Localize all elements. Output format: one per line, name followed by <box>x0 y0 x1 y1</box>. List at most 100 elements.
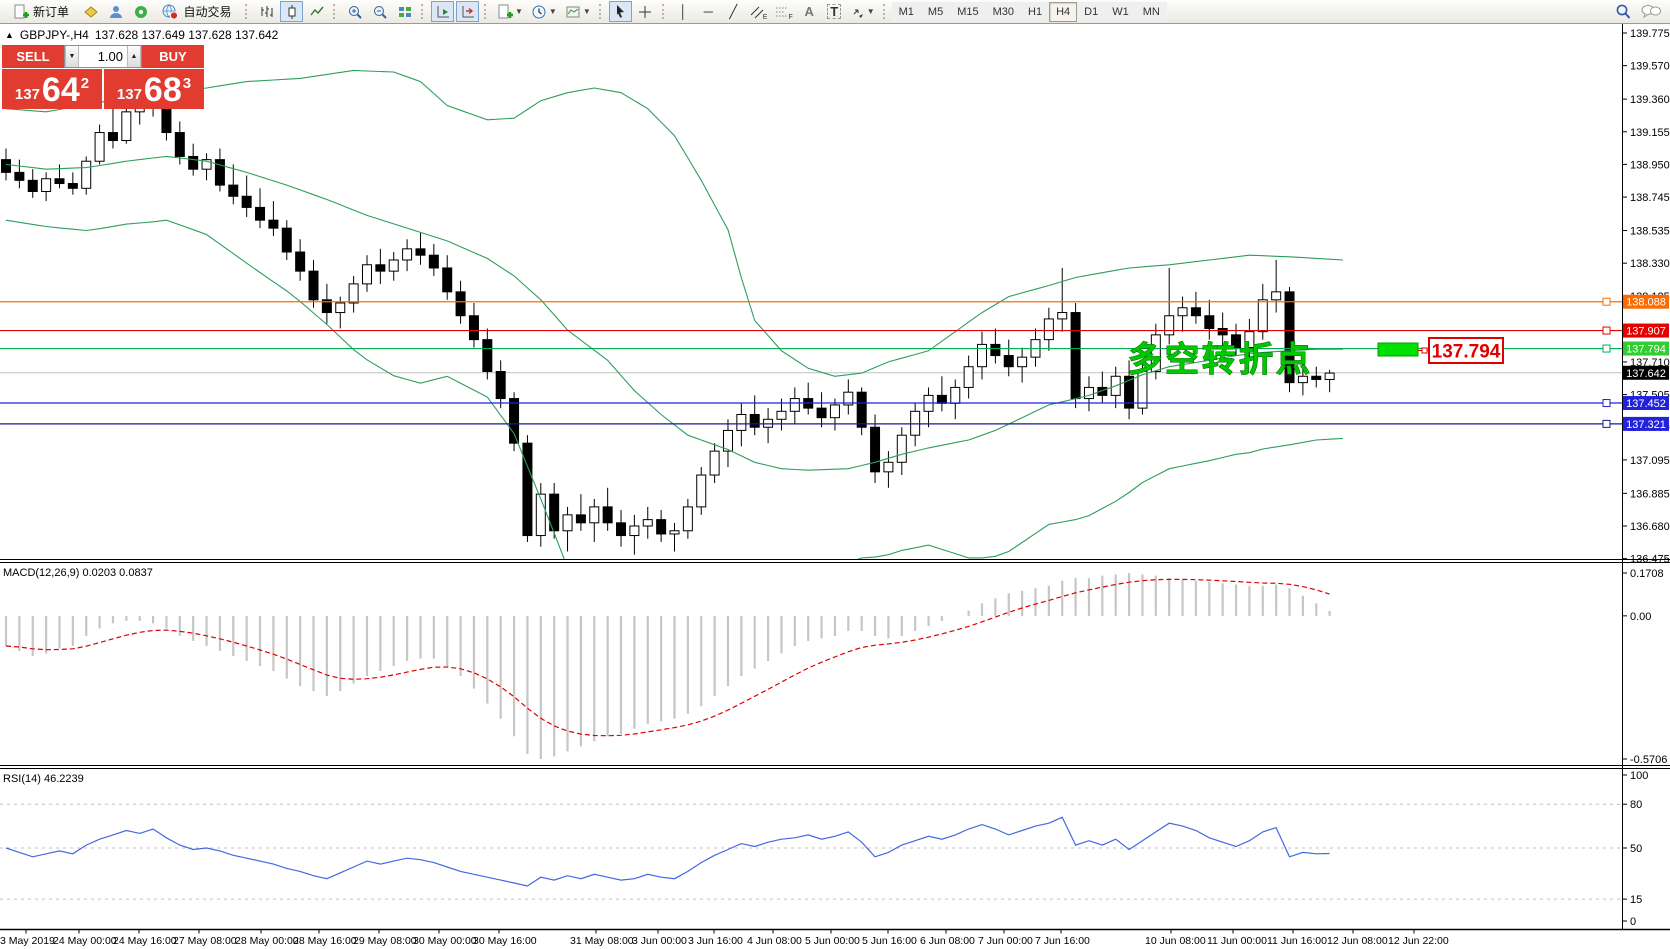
price-tick-label: 139.155 <box>1630 127 1670 139</box>
text-label-tool-button[interactable]: T <box>823 1 846 22</box>
search-button[interactable] <box>1611 1 1635 22</box>
buy-price-fraction: 3 <box>182 75 192 92</box>
price-tick-label: 136.885 <box>1630 488 1670 500</box>
price-badge-value: 137.907 <box>1626 326 1666 338</box>
price-tick-label: 138.535 <box>1630 226 1670 238</box>
rsi-axis-label: 50 <box>1630 843 1642 855</box>
one-click-trade-panel: SELL ▼ ▲ BUY 137 64 2 137 68 3 <box>2 45 204 109</box>
timeframe-m30-button[interactable]: M30 <box>985 1 1022 22</box>
price-badge <box>1623 416 1669 431</box>
zoom-out-button[interactable] <box>368 1 391 22</box>
time-tick-label: 28 May 16:00 <box>293 935 357 947</box>
templates-button[interactable]: ▼ <box>562 1 594 22</box>
rsi-axis-label: 15 <box>1630 894 1642 906</box>
time-tick-label: 12 Jun 08:00 <box>1327 935 1388 947</box>
timeframe-m15-button[interactable]: M15 <box>950 1 986 22</box>
timeframe-h4-button[interactable]: H4 <box>1049 1 1078 22</box>
channel-icon <box>750 6 764 18</box>
template-icon <box>566 6 580 17</box>
line-chart-button[interactable] <box>305 1 328 22</box>
price-chart[interactable]: 137.794 多空转折点 139.775 139.570 139.360 139.155… <box>0 24 1670 949</box>
sell-price-fraction: 2 <box>80 75 90 92</box>
timeframe-group: M1 M5 M15 M30 H1 H4 D1 W1 MN <box>891 1 1167 22</box>
one-click-collapse-icon[interactable]: ▲ <box>5 30 14 40</box>
buy-button[interactable]: BUY <box>142 45 204 68</box>
time-tick-label: 27 May 08:00 <box>173 935 237 947</box>
sell-price-main: 137 <box>14 86 40 103</box>
periods-button[interactable]: ▼ <box>528 1 560 22</box>
new-order-icon <box>14 4 29 18</box>
signals-button[interactable] <box>129 1 152 22</box>
timeframe-m1-button[interactable]: M1 <box>891 1 921 22</box>
dropdown-arrow-icon: ▼ <box>548 7 557 16</box>
horizontal-line-tool-button[interactable]: ─ <box>697 1 720 22</box>
auto-scroll-icon <box>462 5 474 17</box>
pane-separators[interactable] <box>0 559 1670 931</box>
profile-button[interactable] <box>104 1 127 22</box>
toolbar-grip <box>421 4 426 19</box>
price-callout-box[interactable] <box>1428 337 1504 364</box>
macd-pane[interactable]: MACD(12,26,9) 0.0203 0.0837 0.1708 0.00 -0.… <box>3 567 1667 766</box>
time-tick-label: 12 Jun 22:00 <box>1388 935 1449 947</box>
horizontal-level-lines[interactable] <box>0 297 1622 428</box>
chart-note-text[interactable]: 多空转折点 <box>1128 341 1313 380</box>
search-icon <box>1616 4 1631 19</box>
new-order-button[interactable]: 新订单 <box>5 1 77 22</box>
toolbar-grip <box>661 4 667 19</box>
bar-chart-icon <box>261 5 272 17</box>
crosshair-tool-button[interactable] <box>634 1 657 22</box>
wallet-icon-button[interactable] <box>79 1 102 22</box>
volume-decrease-button[interactable]: ▼ <box>65 46 79 67</box>
candlestick-chart-button[interactable] <box>280 1 303 22</box>
buy-price-button[interactable]: 137 68 3 <box>104 69 204 109</box>
horizontal-line-icon: ─ <box>703 4 713 19</box>
main-pane[interactable] <box>0 68 1622 714</box>
chat-button[interactable] <box>1637 1 1665 22</box>
autotrading-label: 自动交易 <box>183 5 232 19</box>
rsi-pane[interactable]: RSI(14) 46.2239 100 80 50 15 0 <box>0 770 1648 928</box>
bar-chart-button[interactable] <box>255 1 278 22</box>
sell-price-pips: 64 <box>41 71 80 110</box>
channel-e-label: E <box>762 14 768 21</box>
volume-increase-button[interactable]: ▲ <box>127 46 141 67</box>
macd-axis-label: -0.5706 <box>1630 754 1667 766</box>
timeframe-h1-button[interactable]: H1 <box>1021 1 1050 22</box>
timeframe-d1-button[interactable]: D1 <box>1077 1 1106 22</box>
channel-tool-button[interactable]: E <box>747 1 771 22</box>
indicators-icon <box>498 4 513 18</box>
time-tick-label: 3 Jun 16:00 <box>688 935 743 947</box>
toolbar-grip <box>484 4 489 19</box>
dropdown-arrow-icon: ▼ <box>866 7 875 16</box>
vertical-line-icon: │ <box>679 4 688 19</box>
arrows-tool-button[interactable]: ▼ <box>848 1 878 22</box>
price-badge <box>1623 396 1669 411</box>
timeframe-m5-button[interactable]: M5 <box>920 1 951 22</box>
sell-price-button[interactable]: 137 64 2 <box>2 69 102 109</box>
timeframe-mn-button[interactable]: MN <box>1135 1 1167 22</box>
indicators-button[interactable]: ▼ <box>494 1 526 22</box>
clock-icon <box>532 5 546 18</box>
time-tick-label: 29 May 08:00 <box>353 935 417 947</box>
highlight-box[interactable] <box>1377 342 1419 357</box>
price-axis[interactable]: 139.775 139.570 139.360 139.155 138.950 138.7… <box>1622 24 1670 930</box>
chart-shift-button[interactable] <box>431 1 454 22</box>
autotrading-button[interactable]: 自动交易 <box>154 1 240 22</box>
zoom-in-button[interactable] <box>343 1 366 22</box>
sell-button[interactable]: SELL <box>2 45 64 68</box>
time-tick-label: 31 May 08:00 <box>570 935 634 947</box>
fibonacci-tool-button[interactable]: F <box>772 1 795 22</box>
timeframe-w1-button[interactable]: W1 <box>1105 1 1136 22</box>
zoom-in-icon <box>348 5 362 19</box>
trendline-tool-button[interactable]: ╱ <box>722 1 745 22</box>
time-tick-label: 4 Jun 08:00 <box>747 935 802 947</box>
tile-windows-button[interactable] <box>393 1 416 22</box>
volume-input[interactable] <box>79 46 127 67</box>
vertical-line-tool-button[interactable]: │ <box>672 1 695 22</box>
cursor-tool-button[interactable] <box>608 1 632 22</box>
auto-scroll-button[interactable] <box>456 1 479 22</box>
annotations-layer[interactable]: 137.794 多空转折点 <box>1128 337 1504 380</box>
time-tick-label: 5 Jun 00:00 <box>805 935 860 947</box>
toolbar-right-icons <box>1610 1 1666 22</box>
text-tool-button[interactable]: A <box>798 1 821 22</box>
